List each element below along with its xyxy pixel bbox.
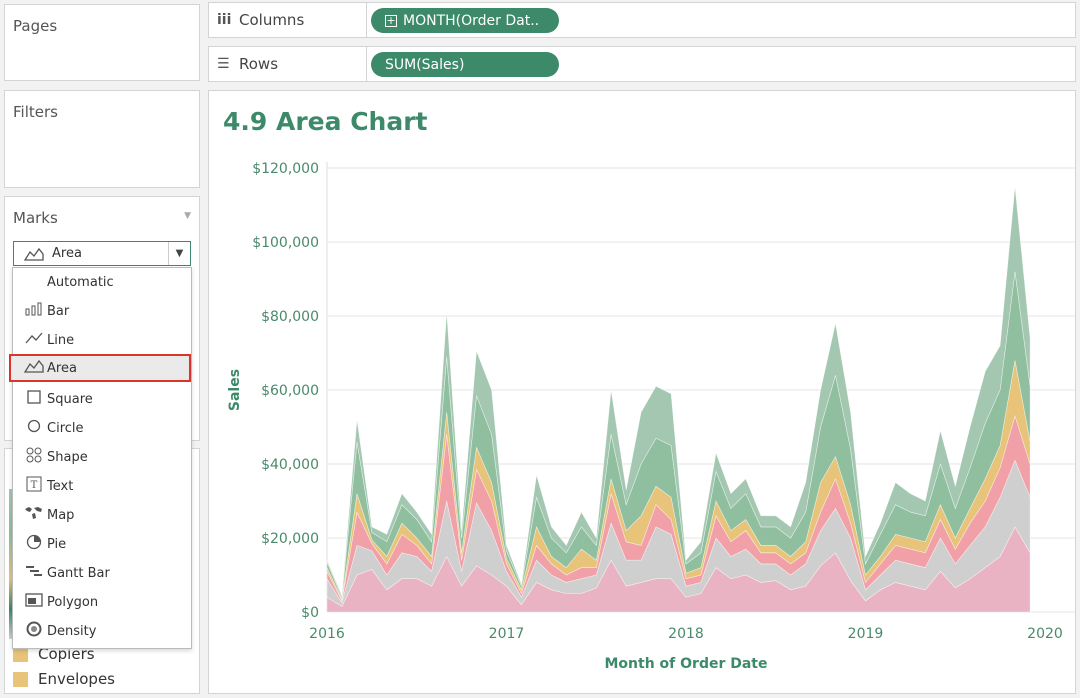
x-tick-label: 2020	[1027, 626, 1063, 642]
menu-item-label: Polygon	[47, 594, 99, 610]
circle-icon	[21, 419, 47, 437]
pages-card: Pages	[4, 4, 200, 81]
menu-item-square[interactable]: Square	[13, 385, 191, 413]
columns-pill-text: MONTH(Order Dat..	[403, 12, 540, 29]
bar-icon	[21, 302, 47, 320]
mark-type-menu: Automatic Bar Line Area Square Circle Sh…	[9, 267, 192, 649]
menu-item-area[interactable]: Area	[9, 354, 191, 382]
y-tick-label: $40,000	[261, 457, 319, 473]
x-tick-label: 2016	[309, 626, 345, 642]
line-icon	[21, 331, 47, 349]
menu-item-density[interactable]: Density	[13, 617, 191, 645]
view-panel: 4.9 Area Chart $0 $20,000 $40,000 $60,000 $8…	[208, 90, 1076, 694]
marks-title: Marks	[13, 209, 58, 227]
square-icon	[21, 390, 47, 408]
filters-title: Filters	[13, 103, 58, 121]
columns-pill[interactable]: + MONTH(Order Dat..	[371, 8, 559, 33]
menu-item-bar[interactable]: Bar	[13, 297, 191, 325]
rows-icon: ☰	[217, 56, 230, 72]
x-axis-title: Month of Order Date	[605, 656, 768, 672]
menu-item-automatic[interactable]: Automatic	[13, 268, 191, 296]
pages-title: Pages	[13, 17, 58, 35]
svg-text:T: T	[31, 480, 38, 491]
legend-swatch	[13, 671, 28, 687]
y-tick-label: $80,000	[261, 309, 319, 325]
menu-item-label: Map	[47, 507, 75, 523]
marks-collapse-icon[interactable]: ▼	[184, 211, 191, 221]
legend-swatch	[13, 646, 28, 662]
rows-pill-text: SUM(Sales)	[385, 56, 465, 73]
menu-item-label: Square	[47, 391, 93, 407]
polygon-icon	[21, 593, 47, 611]
density-icon	[21, 621, 47, 641]
columns-shelf-label: iii Columns	[209, 3, 367, 37]
menu-item-circle[interactable]: Circle	[13, 414, 191, 442]
expand-plus-icon[interactable]: +	[385, 13, 397, 27]
menu-item-label: Text	[47, 478, 74, 494]
area-icon	[21, 358, 47, 378]
menu-item-map[interactable]: Map	[13, 501, 191, 529]
menu-item-label: Pie	[47, 536, 67, 552]
menu-item-line[interactable]: Line	[13, 326, 191, 354]
map-icon	[21, 506, 47, 524]
menu-item-label: Line	[47, 332, 75, 348]
menu-item-label: Gantt Bar	[47, 565, 110, 581]
rows-label-text: Rows	[239, 55, 279, 73]
y-tick-label: $100,000	[252, 235, 319, 251]
legend-item-envelopes[interactable]: Envelopes	[13, 670, 115, 688]
menu-item-label: Circle	[47, 420, 84, 436]
y-tick-label: $0	[301, 605, 319, 621]
area-icon	[24, 247, 44, 261]
legend-label: Envelopes	[38, 670, 115, 688]
y-tick-label: $120,000	[252, 161, 319, 177]
x-tick-label: 2017	[489, 626, 525, 642]
columns-icon: iii	[217, 12, 232, 28]
area-series-5	[326, 186, 1031, 598]
rows-pill[interactable]: SUM(Sales)	[371, 52, 559, 77]
y-tick-label: $20,000	[261, 531, 319, 547]
columns-shelf[interactable]: iii Columns + MONTH(Order Dat..	[208, 2, 1076, 38]
rows-shelf[interactable]: ☰ Rows SUM(Sales)	[208, 46, 1076, 82]
menu-item-gantt-bar[interactable]: Gantt Bar	[13, 559, 191, 587]
menu-item-label: Bar	[47, 303, 70, 319]
menu-item-label: Density	[47, 623, 97, 639]
menu-item-label: Area	[47, 360, 77, 376]
filters-card: Filters	[4, 90, 200, 188]
legend-label: Copiers	[38, 645, 95, 663]
x-tick-label: 2018	[668, 626, 704, 642]
rows-shelf-label: ☰ Rows	[209, 47, 367, 81]
menu-item-shape[interactable]: Shape	[13, 443, 191, 471]
pie-icon	[21, 534, 47, 554]
menu-item-pie[interactable]: Pie	[13, 530, 191, 558]
gantt-icon	[21, 564, 47, 582]
mark-type-value: Area	[52, 246, 82, 261]
menu-item-label: Shape	[47, 449, 88, 465]
menu-item-polygon[interactable]: Polygon	[13, 588, 191, 616]
y-axis-title: Sales	[227, 369, 243, 411]
menu-item-text[interactable]: T Text	[13, 472, 191, 500]
text-icon: T	[21, 476, 47, 496]
x-tick-label: 2019	[848, 626, 884, 642]
mark-type-dropdown[interactable]: Area ▼	[13, 241, 191, 266]
legend-item-copiers[interactable]: Copiers	[13, 645, 95, 663]
columns-label-text: Columns	[239, 11, 305, 29]
shape-icon	[21, 447, 47, 467]
area-chart[interactable]: $0 $20,000 $40,000 $60,000 $80,000 $100,000 $1…	[209, 91, 1075, 693]
chevron-down-icon[interactable]: ▼	[168, 242, 190, 265]
menu-item-label: Automatic	[47, 274, 114, 290]
y-tick-label: $60,000	[261, 383, 319, 399]
chart-title: 4.9 Area Chart	[223, 107, 428, 136]
